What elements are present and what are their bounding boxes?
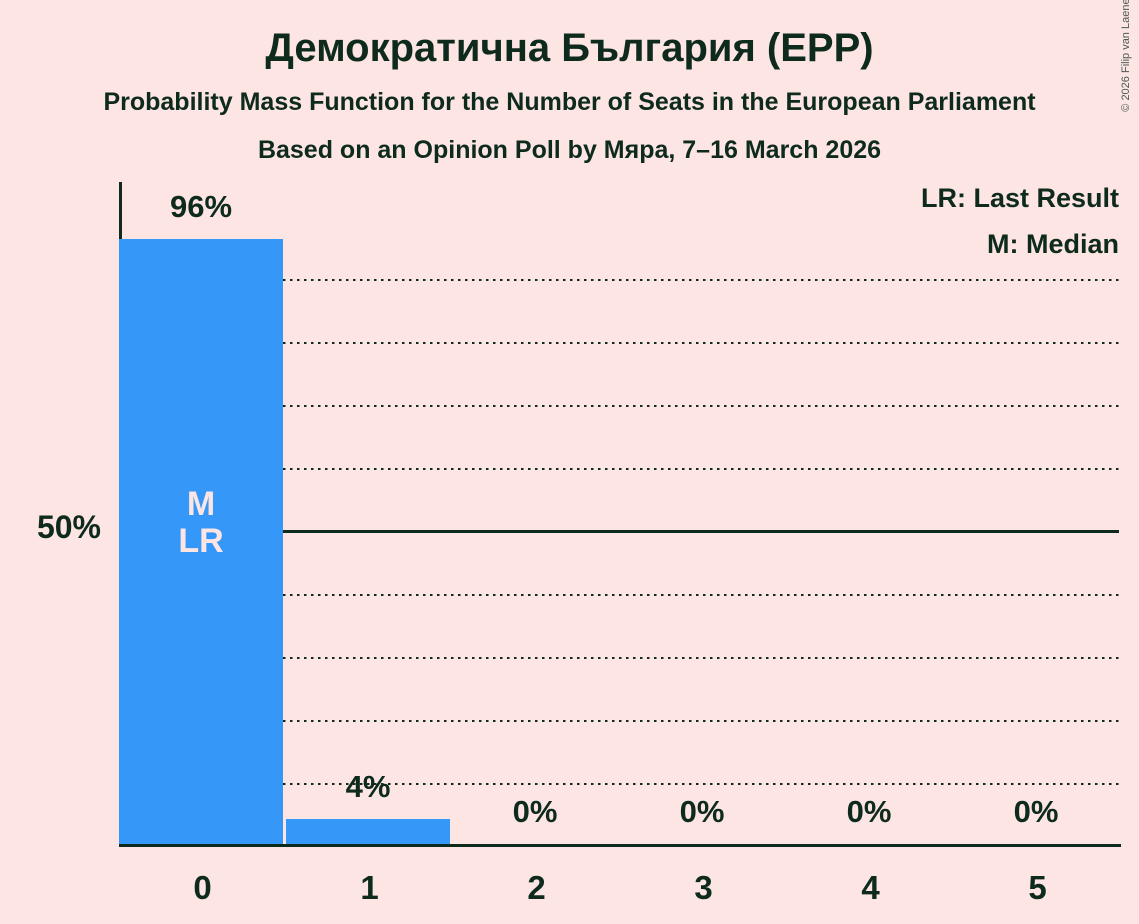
lastresult-marker: LR — [178, 522, 224, 560]
median-marker: M — [186, 485, 216, 523]
x-label-5: 5 — [1028, 869, 1047, 906]
x-label-2: 2 — [527, 869, 546, 906]
x-label-3: 3 — [694, 869, 713, 906]
chart-subtitle: Probability Mass Function for the Number… — [103, 88, 1036, 116]
bar-column-4: 0% — [787, 182, 954, 844]
x-label-4: 4 — [861, 869, 880, 906]
bars-row: 96% M LR 4% 0% 0% 0% 0% — [119, 182, 1121, 844]
bar-seats-1 — [286, 818, 450, 844]
x-axis-line — [119, 844, 1121, 847]
legend: LR: Last Result M: Median — [921, 175, 1119, 267]
bar-column-2: 0% — [453, 182, 620, 844]
chart-subtitle-poll: Based on an Opinion Poll by Мяра, 7–16 M… — [257, 136, 882, 164]
bar-seats-0: M LR — [119, 239, 283, 844]
bar-column-1: 4% — [286, 182, 453, 844]
legend-last-result: LR: Last Result — [920, 183, 1119, 213]
gridline-40pct — [122, 593, 1119, 596]
x-label-0: 0 — [193, 869, 212, 906]
gridline-30pct — [122, 656, 1119, 659]
value-label-0: 96% — [169, 189, 233, 225]
gridline-90pct — [122, 278, 1119, 281]
bar-column-0: 96% M LR — [119, 182, 286, 844]
bar-column-5: 0% — [954, 182, 1121, 844]
plot-area: 50% LR: Last Result M: Median 96% M LR 4… — [37, 182, 1121, 847]
gridline-60pct — [122, 467, 1119, 470]
copyright-notice: © 2026 Filip van Laenen — [1120, 0, 1132, 112]
x-label-1: 1 — [360, 869, 379, 906]
value-label-2: 0% — [512, 794, 558, 829]
value-label-4: 0% — [846, 794, 892, 829]
gridline-20pct — [122, 719, 1119, 722]
gridline-70pct — [122, 404, 1119, 407]
chart-title: Демократична България (EPP) — [265, 26, 874, 70]
gridline-50pct — [122, 530, 1119, 533]
x-axis-labels: 0 1 2 3 4 5 — [119, 869, 1121, 907]
legend-median: M: Median — [987, 229, 1119, 259]
value-label-1: 4% — [345, 768, 391, 804]
median-lastresult-annotation: M LR — [119, 486, 283, 560]
bar-column-3: 0% — [620, 182, 787, 844]
y-tick-label-50: 50% — [36, 509, 101, 545]
value-label-5: 0% — [1013, 794, 1059, 829]
value-label-3: 0% — [679, 794, 725, 829]
gridline-80pct — [122, 341, 1119, 344]
gridline-10pct — [122, 782, 1119, 785]
